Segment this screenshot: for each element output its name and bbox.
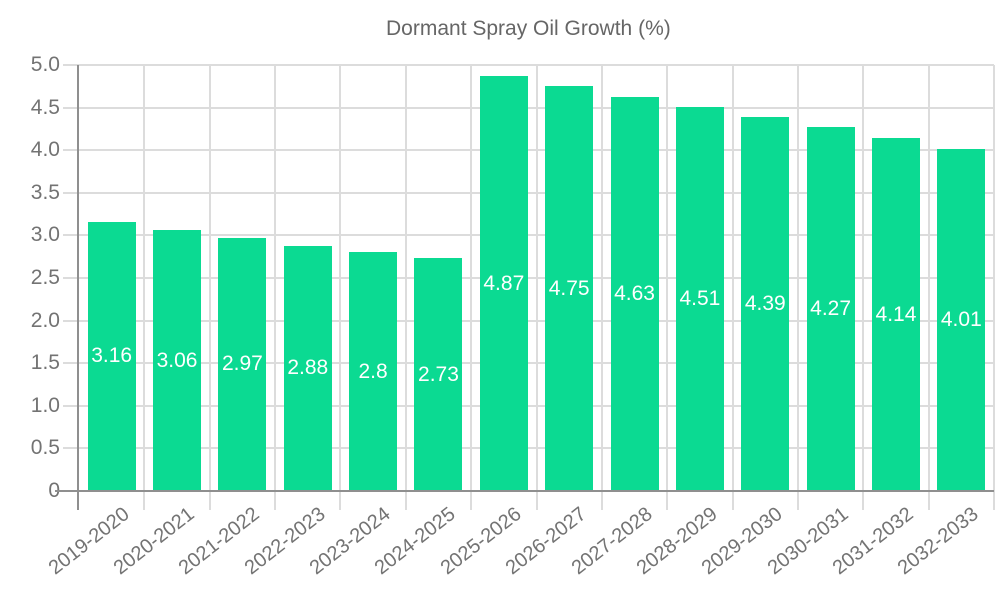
- bar-value-label: 2.73: [418, 362, 459, 386]
- y-axis-tick-label: 4.5: [30, 95, 60, 119]
- y-axis-tick-label: 4.0: [30, 138, 60, 162]
- y-axis-tick-label: 3.5: [30, 180, 60, 204]
- x-gridline: [600, 65, 603, 510]
- x-gridline: [535, 65, 538, 510]
- bar-value-label: 4.01: [940, 308, 982, 332]
- y-gridline: [63, 319, 994, 322]
- legend-item[interactable]: Dormant Spray Oil Growth (%): [290, 17, 671, 41]
- bar-value-label: 4.51: [679, 286, 721, 310]
- y-gridline: [63, 64, 994, 66]
- bar-value-label: 3.06: [156, 348, 198, 372]
- x-gridline: [208, 65, 211, 510]
- bar-value-label: 4.75: [548, 276, 590, 300]
- y-gridline: [63, 106, 994, 109]
- bar[interactable]: 4.63: [610, 96, 659, 491]
- y-axis-line: [77, 65, 79, 510]
- y-axis-tick-label: 5.0: [30, 53, 60, 76]
- y-gridline: [63, 447, 994, 450]
- bar[interactable]: 3.16: [87, 221, 136, 491]
- x-gridline: [143, 65, 146, 510]
- bar-value-label: 4.63: [614, 281, 655, 305]
- y-gridline: [63, 191, 994, 194]
- x-gridline: [862, 65, 865, 510]
- bar-value-label: 2.8: [358, 359, 388, 383]
- y-gridline: [63, 149, 994, 152]
- x-gridline: [993, 65, 995, 510]
- y-axis-tick-label: 0.5: [30, 436, 60, 460]
- x-gridline: [274, 65, 277, 510]
- bar[interactable]: 4.87: [479, 76, 528, 491]
- bar[interactable]: 2.97: [218, 237, 267, 491]
- bar[interactable]: 3.06: [153, 230, 202, 491]
- y-axis-tick-label: 1.5: [30, 351, 60, 375]
- y-axis-tick-label: 2.0: [30, 308, 60, 332]
- bar[interactable]: 4.14: [871, 138, 920, 491]
- bar[interactable]: 4.39: [741, 116, 790, 491]
- y-axis-tick-label: 2.5: [30, 266, 60, 289]
- y-axis-tick-label: 0: [0, 479, 60, 503]
- x-gridline: [339, 65, 342, 510]
- bar[interactable]: 2.73: [414, 258, 463, 491]
- y-gridline: [63, 362, 994, 365]
- x-gridline: [796, 65, 799, 510]
- x-gridline: [927, 65, 930, 510]
- bar[interactable]: 4.01: [937, 149, 986, 491]
- bar-value-label: 4.14: [875, 302, 917, 326]
- y-gridline: [63, 234, 994, 237]
- y-gridline: [63, 404, 994, 407]
- bar[interactable]: 4.75: [545, 86, 594, 491]
- bar-value-label: 2.97: [221, 352, 263, 376]
- x-axis-line: [55, 490, 994, 492]
- bar-value-label: 4.27: [810, 297, 852, 321]
- x-gridline: [404, 65, 407, 510]
- bar-value-label: 2.88: [287, 356, 329, 380]
- bar[interactable]: 2.88: [283, 245, 332, 491]
- y-axis-tick-label: 3.0: [30, 223, 60, 247]
- x-gridline: [470, 65, 473, 510]
- bar[interactable]: 4.51: [675, 106, 724, 491]
- bar[interactable]: 4.27: [806, 127, 855, 491]
- x-gridline: [666, 65, 669, 510]
- y-axis-tick-label: 1.0: [30, 393, 60, 417]
- x-gridline: [731, 65, 734, 510]
- bar-value-label: 4.39: [744, 291, 786, 315]
- legend-label: Dormant Spray Oil Growth (%): [386, 17, 671, 40]
- bar[interactable]: 2.8: [349, 252, 398, 491]
- bar-value-label: 4.87: [483, 271, 525, 295]
- y-gridline: [63, 277, 994, 279]
- bar-value-label: 3.16: [91, 344, 133, 368]
